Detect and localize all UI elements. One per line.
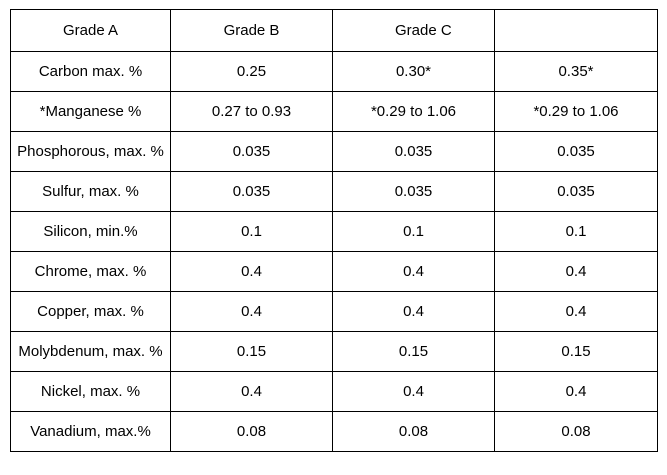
header-grade-b: Grade B xyxy=(170,9,333,52)
row-label: Vanadium, max.% xyxy=(10,411,171,452)
cell-col-4: 0.35* xyxy=(494,51,658,92)
cell-grade-b: 0.08 xyxy=(170,411,333,452)
cell-grade-c: 0.15 xyxy=(332,331,495,372)
cell-grade-b: 0.4 xyxy=(170,291,333,332)
row-label: Molybdenum, max. % xyxy=(10,331,171,372)
cell-grade-b: 0.27 to 0.93 xyxy=(170,91,333,132)
table-row: Copper, max. % 0.4 0.4 0.4 xyxy=(10,291,658,332)
cell-grade-c: 0.4 xyxy=(332,291,495,332)
cell-col-4: 0.4 xyxy=(494,251,658,292)
table-row: Molybdenum, max. % 0.15 0.15 0.15 xyxy=(10,331,658,372)
composition-table: Grade A Grade B Grade C Carbon max. % 0.… xyxy=(10,9,658,452)
table-header-row: Grade A Grade B Grade C xyxy=(10,9,658,52)
row-label: Phosphorous, max. % xyxy=(10,131,171,172)
cell-grade-b: 0.15 xyxy=(170,331,333,372)
cell-grade-c: 0.1 xyxy=(332,211,495,252)
cell-grade-c: *0.29 to 1.06 xyxy=(332,91,495,132)
cell-grade-b: 0.25 xyxy=(170,51,333,92)
cell-col-4: 0.035 xyxy=(494,131,658,172)
cell-grade-c: 0.035 xyxy=(332,131,495,172)
header-grade-c: Grade C xyxy=(332,9,495,52)
row-label: Nickel, max. % xyxy=(10,371,171,412)
header-grade-a: Grade A xyxy=(10,9,171,52)
cell-grade-b: 0.1 xyxy=(170,211,333,252)
header-empty xyxy=(494,9,658,52)
cell-grade-c: 0.08 xyxy=(332,411,495,452)
cell-col-4: 0.4 xyxy=(494,371,658,412)
table-row: Sulfur, max. % 0.035 0.035 0.035 xyxy=(10,171,658,212)
table-row: Chrome, max. % 0.4 0.4 0.4 xyxy=(10,251,658,292)
row-label: Carbon max. % xyxy=(10,51,171,92)
cell-grade-c: 0.035 xyxy=(332,171,495,212)
table-row: Vanadium, max.% 0.08 0.08 0.08 xyxy=(10,411,658,452)
cell-grade-c: 0.4 xyxy=(332,371,495,412)
row-label: Sulfur, max. % xyxy=(10,171,171,212)
row-label: Silicon, min.% xyxy=(10,211,171,252)
row-label: *Manganese % xyxy=(10,91,171,132)
cell-col-4: *0.29 to 1.06 xyxy=(494,91,658,132)
cell-col-4: 0.15 xyxy=(494,331,658,372)
table-row: Silicon, min.% 0.1 0.1 0.1 xyxy=(10,211,658,252)
cell-grade-c: 0.30* xyxy=(332,51,495,92)
cell-col-4: 0.035 xyxy=(494,171,658,212)
table-row: Nickel, max. % 0.4 0.4 0.4 xyxy=(10,371,658,412)
cell-col-4: 0.08 xyxy=(494,411,658,452)
composition-table-wrapper: Grade A Grade B Grade C Carbon max. % 0.… xyxy=(10,9,658,452)
cell-grade-b: 0.035 xyxy=(170,171,333,212)
cell-grade-c: 0.4 xyxy=(332,251,495,292)
cell-col-4: 0.1 xyxy=(494,211,658,252)
table-row: *Manganese % 0.27 to 0.93 *0.29 to 1.06 … xyxy=(10,91,658,132)
row-label: Chrome, max. % xyxy=(10,251,171,292)
table-row: Phosphorous, max. % 0.035 0.035 0.035 xyxy=(10,131,658,172)
row-label: Copper, max. % xyxy=(10,291,171,332)
cell-grade-b: 0.4 xyxy=(170,251,333,292)
cell-grade-b: 0.035 xyxy=(170,131,333,172)
cell-grade-b: 0.4 xyxy=(170,371,333,412)
table-row: Carbon max. % 0.25 0.30* 0.35* xyxy=(10,51,658,92)
cell-col-4: 0.4 xyxy=(494,291,658,332)
